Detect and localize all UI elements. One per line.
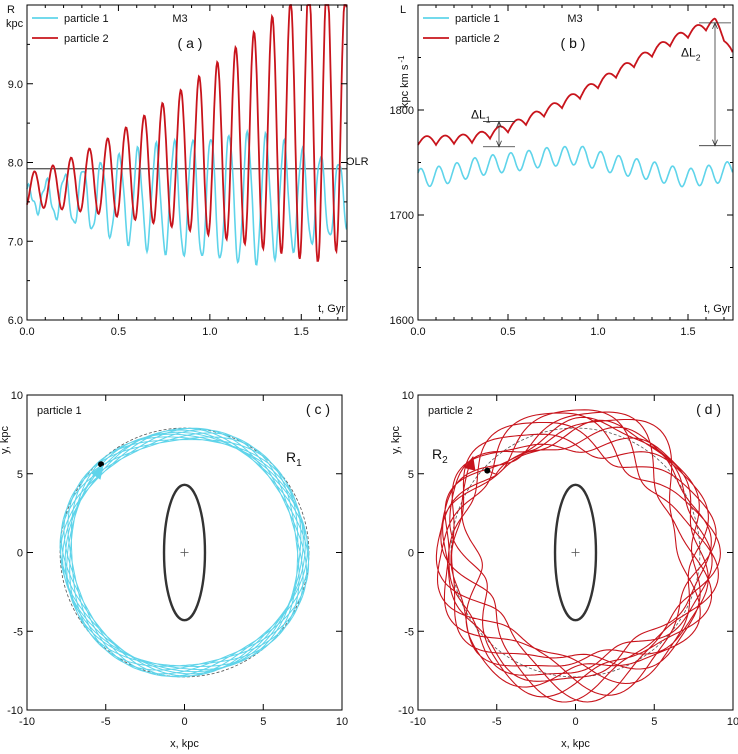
y-tick-label: 1700 [390, 210, 414, 222]
panel-label: ( d ) [696, 401, 721, 417]
series-particle1 [417, 145, 734, 188]
orbit-arrow [90, 465, 104, 480]
particle-label: particle 1 [37, 405, 82, 417]
y-tick-label: 10 [11, 390, 23, 402]
y-tick-label: 8.0 [8, 158, 23, 170]
y-axis-label: L [400, 4, 406, 16]
y-tick-label: 5 [408, 469, 414, 481]
x-axis-label: x, kpc [561, 738, 590, 750]
y-tick-label: -5 [404, 626, 414, 638]
x-axis-label: t, Gyr [318, 303, 345, 315]
x-tick-label: 5 [260, 716, 266, 728]
model-label: M3 [567, 13, 582, 25]
y-tick-label: 5 [17, 469, 23, 481]
orbit-label-r2: R2 [432, 446, 448, 466]
panel-label: ( b ) [561, 35, 586, 51]
particle-label: particle 2 [428, 405, 473, 417]
y-axis-label: y, kpc [0, 426, 11, 454]
x-tick-label: -10 [19, 716, 35, 728]
y-tick-label: 6.0 [8, 315, 23, 327]
x-axis-label: t, Gyr [704, 303, 731, 315]
panel-d: -10 -5 0 5 10 -10 -5 0 5 10 x, kpc y, kpc particle 2… [390, 390, 738, 750]
bar-ellipse [162, 483, 207, 622]
arrow-head [712, 21, 718, 30]
panel-c: -10 -5 0 5 10 -10 -5 0 5 10 x, kpc y, kpc particle 1… [0, 390, 348, 750]
olr-label: OLR [346, 156, 369, 168]
y-axis-label: y, kpc [390, 426, 402, 454]
x-tick-label: 10 [336, 716, 348, 728]
model-label: M3 [172, 13, 187, 25]
y-axis-label: R [7, 4, 15, 16]
start-point [484, 467, 491, 474]
x-tick-label: 1.0 [202, 326, 217, 338]
legend-label-particle1: particle 1 [455, 13, 500, 25]
series-particle2 [417, 17, 734, 147]
x-tick-label: 0.5 [111, 326, 126, 338]
x-tick-label: 5 [651, 716, 657, 728]
bar-ellipse [553, 483, 598, 622]
panel-label: ( c ) [306, 401, 330, 417]
x-tick-label: -5 [492, 716, 502, 728]
orbit-arrow [464, 455, 476, 471]
delta-l2-label: ΔL2 [681, 45, 701, 62]
arrow-head [496, 140, 502, 148]
legend-label-particle2: particle 2 [64, 33, 109, 45]
x-tick-label: -5 [101, 716, 111, 728]
legend-label-particle1: particle 1 [64, 13, 109, 25]
x-axis-label: x, kpc [170, 738, 199, 750]
y-tick-label: -10 [398, 705, 414, 717]
orbit-label-r1: R1 [286, 449, 302, 469]
y-tick-label: 1800 [390, 105, 414, 117]
x-tick-label: 1.0 [590, 326, 605, 338]
x-tick-label: 0.0 [410, 326, 425, 338]
x-tick-label: 1.5 [294, 326, 309, 338]
arrow-head [712, 139, 718, 147]
y-tick-label: -5 [13, 626, 23, 638]
x-tick-label: 10 [727, 716, 738, 728]
y-tick-label: 0 [17, 548, 23, 560]
y-tick-label: 9.0 [8, 79, 23, 91]
x-tick-label: -10 [410, 716, 426, 728]
panel-a-frame [26, 4, 348, 321]
series-particle2 [26, 4, 348, 262]
y-tick-label: -10 [7, 705, 23, 717]
x-tick-label: 0 [181, 716, 187, 728]
y-tick-label: 10 [402, 390, 414, 402]
y-tick-label: 1600 [390, 315, 414, 327]
x-tick-label: 0.0 [19, 326, 34, 338]
y-axis-unit: kpc km s-1 [397, 55, 411, 108]
arrow-head [496, 120, 502, 128]
legend-label-particle2: particle 2 [455, 33, 500, 45]
delta-l1-label: ΔL1 [471, 108, 491, 125]
y-axis-unit: kpc [6, 18, 24, 30]
series-particle1 [26, 128, 348, 266]
y-tick-label: 0 [408, 548, 414, 560]
x-tick-label: 0.5 [500, 326, 515, 338]
x-tick-label: 0 [572, 716, 578, 728]
orbit-path [435, 409, 721, 703]
y-tick-label: 7.0 [8, 236, 23, 248]
panel-label: ( a ) [178, 35, 203, 51]
x-tick-label: 1.5 [680, 326, 695, 338]
